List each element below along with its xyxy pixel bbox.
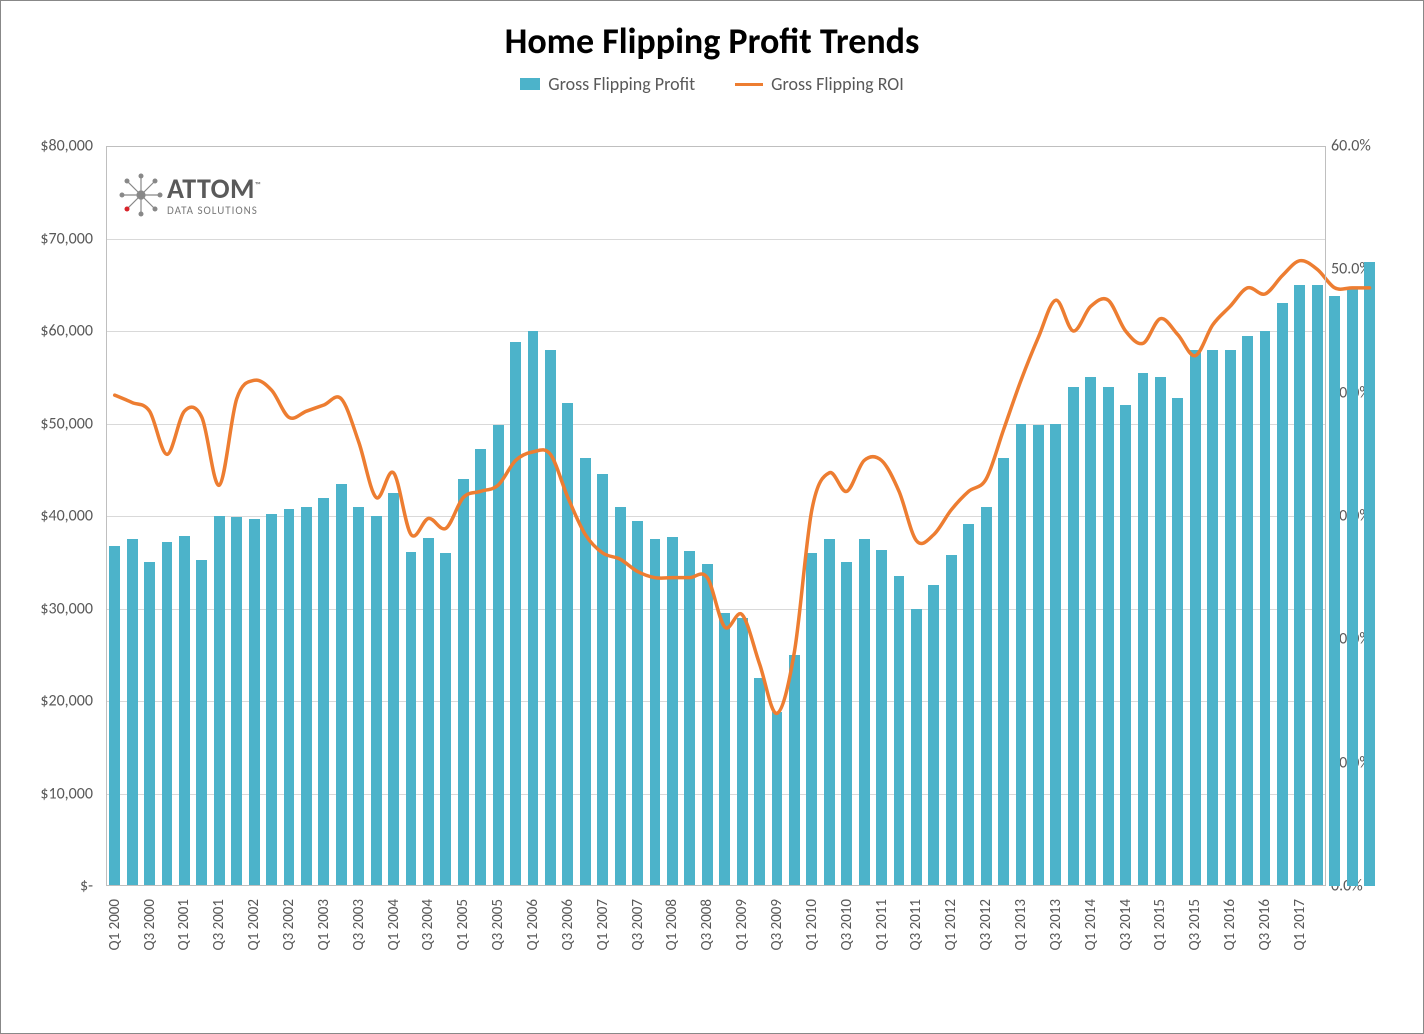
legend-swatch-bar <box>520 78 540 90</box>
y-left-tick-label: $50,000 <box>40 414 93 433</box>
x-tick-label: Q3 2016 <box>1256 899 1274 951</box>
y-left-tick-label: $40,000 <box>40 507 93 526</box>
x-tick-label: Q3 2007 <box>629 899 647 951</box>
x-tick-label: Q1 2007 <box>594 899 612 951</box>
legend-label-profit: Gross Flipping Profit <box>548 73 695 95</box>
x-tick-label: Q1 2013 <box>1012 899 1030 951</box>
legend: Gross Flipping Profit Gross Flipping ROI <box>1 73 1423 95</box>
y-left-tick-label: $10,000 <box>40 784 93 803</box>
x-tick-label: Q1 2015 <box>1151 899 1169 951</box>
attom-logo: ATTOM™ DATA SOLUTIONS <box>119 173 261 217</box>
x-tick-label: Q1 2017 <box>1291 899 1309 951</box>
legend-label-roi: Gross Flipping ROI <box>771 73 904 95</box>
roi-line <box>115 261 1370 714</box>
x-tick-label: Q1 2000 <box>106 899 124 951</box>
x-tick-label: Q3 2009 <box>768 899 786 951</box>
logo-tm: ™ <box>255 180 261 190</box>
profit-bar <box>1364 262 1375 886</box>
y-left-tick-label: $30,000 <box>40 599 93 618</box>
x-tick-label: Q3 2010 <box>838 899 856 951</box>
chart-container: Home Flipping Profit Trends Gross Flippi… <box>0 0 1424 1034</box>
legend-swatch-line <box>735 83 763 86</box>
x-tick-label: Q3 2004 <box>419 899 437 951</box>
x-tick-label: Q3 2012 <box>977 899 995 951</box>
x-axis: Q1 2000 Q3 2000 Q1 2001 Q3 2001 Q1 2002 Q3 20… <box>106 891 1326 1031</box>
x-tick-label: Q1 2010 <box>803 899 821 951</box>
legend-item-profit: Gross Flipping Profit <box>520 73 695 95</box>
x-tick-label: Q3 2000 <box>141 899 159 951</box>
x-tick-label: Q3 2005 <box>489 899 507 951</box>
logo-sub-text: DATA SOLUTIONS <box>167 205 261 216</box>
x-tick-label: Q1 2011 <box>873 899 891 951</box>
x-tick-label: Q3 2015 <box>1186 899 1204 951</box>
x-tick-label: Q1 2002 <box>245 899 263 951</box>
x-tick-label: Q1 2009 <box>733 899 751 951</box>
x-tick-label: Q1 2005 <box>454 899 472 951</box>
x-tick-label: Q1 2014 <box>1082 899 1100 951</box>
x-tick-label: Q3 2011 <box>907 899 925 951</box>
y-right-tick-label: 60.0% <box>1331 137 1371 156</box>
x-tick-label: Q1 2001 <box>175 899 193 951</box>
y-left-tick-label: $70,000 <box>40 229 93 248</box>
y-axis-left: $-$10,000$20,000$30,000$40,000$50,000$60… <box>1 146 101 886</box>
profit-bar <box>1329 296 1340 886</box>
x-tick-label: Q3 2006 <box>559 899 577 951</box>
x-tick-label: Q1 2016 <box>1221 899 1239 951</box>
x-tick-label: Q1 2006 <box>524 899 542 951</box>
y-left-tick-label: $60,000 <box>40 322 93 341</box>
x-tick-label: Q3 2001 <box>210 899 228 951</box>
attom-logo-icon <box>119 173 163 217</box>
x-tick-label: Q3 2002 <box>280 899 298 951</box>
x-tick-label: Q3 2014 <box>1117 899 1135 951</box>
attom-logo-text: ATTOM™ DATA SOLUTIONS <box>167 175 261 216</box>
profit-bar <box>1347 289 1358 886</box>
chart-title: Home Flipping Profit Trends <box>1 1 1423 63</box>
legend-item-roi: Gross Flipping ROI <box>735 73 904 95</box>
x-tick-label: Q3 2013 <box>1047 899 1065 951</box>
roi-line-svg <box>106 146 1326 886</box>
plot-area <box>106 146 1326 886</box>
y-left-tick-label: $20,000 <box>40 692 93 711</box>
logo-main-text: ATTOM <box>167 171 255 206</box>
line-layer <box>106 146 1326 886</box>
x-tick-label: Q1 2004 <box>385 899 403 951</box>
y-left-tick-label: $- <box>80 877 93 896</box>
x-tick-label: Q1 2003 <box>315 899 333 951</box>
x-tick-label: Q3 2008 <box>698 899 716 951</box>
x-tick-label: Q1 2012 <box>942 899 960 951</box>
x-tick-label: Q1 2008 <box>663 899 681 951</box>
y-left-tick-label: $80,000 <box>40 137 93 156</box>
x-tick-label: Q3 2003 <box>350 899 368 951</box>
